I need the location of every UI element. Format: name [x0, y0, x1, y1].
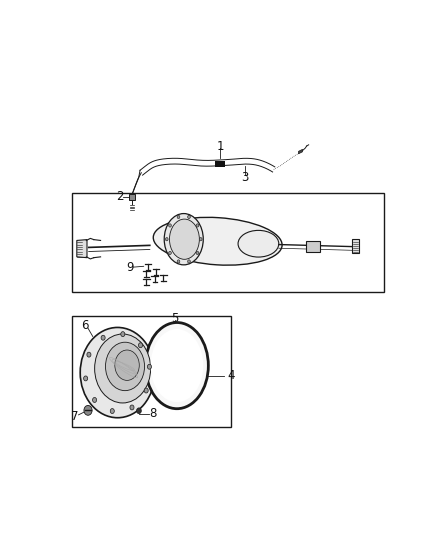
Ellipse shape [164, 214, 203, 265]
Bar [215, 161, 226, 166]
Text: 5: 5 [172, 312, 179, 325]
Bar [72, 317, 231, 427]
Circle shape [144, 388, 148, 393]
Circle shape [169, 252, 171, 255]
Ellipse shape [115, 350, 139, 381]
Text: 7: 7 [71, 410, 79, 423]
Circle shape [187, 260, 191, 263]
Circle shape [196, 224, 199, 227]
Text: 4: 4 [227, 369, 235, 382]
Bar [130, 194, 135, 200]
Text: 8: 8 [149, 407, 156, 420]
Ellipse shape [238, 230, 279, 257]
Ellipse shape [95, 334, 151, 403]
Polygon shape [298, 149, 303, 154]
Ellipse shape [106, 342, 145, 391]
Circle shape [84, 406, 92, 415]
Circle shape [177, 215, 180, 219]
Text: 1: 1 [217, 140, 224, 152]
Ellipse shape [145, 322, 208, 409]
Circle shape [196, 252, 199, 255]
Circle shape [92, 398, 97, 402]
Text: 6: 6 [81, 319, 88, 332]
Circle shape [137, 408, 141, 414]
Circle shape [101, 335, 105, 340]
Text: 2: 2 [116, 190, 124, 204]
Circle shape [130, 405, 134, 410]
Circle shape [169, 224, 171, 227]
Ellipse shape [153, 217, 282, 265]
Polygon shape [77, 240, 87, 257]
Circle shape [177, 260, 180, 263]
Circle shape [121, 332, 125, 336]
Ellipse shape [80, 327, 155, 418]
Circle shape [187, 215, 191, 219]
Ellipse shape [151, 329, 203, 402]
Circle shape [166, 238, 168, 241]
Circle shape [87, 352, 91, 357]
Circle shape [110, 409, 114, 414]
Text: 3: 3 [241, 171, 248, 184]
Bar [306, 241, 320, 252]
Circle shape [148, 364, 152, 369]
Ellipse shape [170, 219, 199, 260]
Polygon shape [352, 239, 359, 253]
Bar [72, 193, 384, 292]
Circle shape [199, 238, 202, 241]
Text: 9: 9 [126, 261, 134, 273]
Circle shape [84, 376, 88, 381]
Circle shape [138, 343, 142, 348]
